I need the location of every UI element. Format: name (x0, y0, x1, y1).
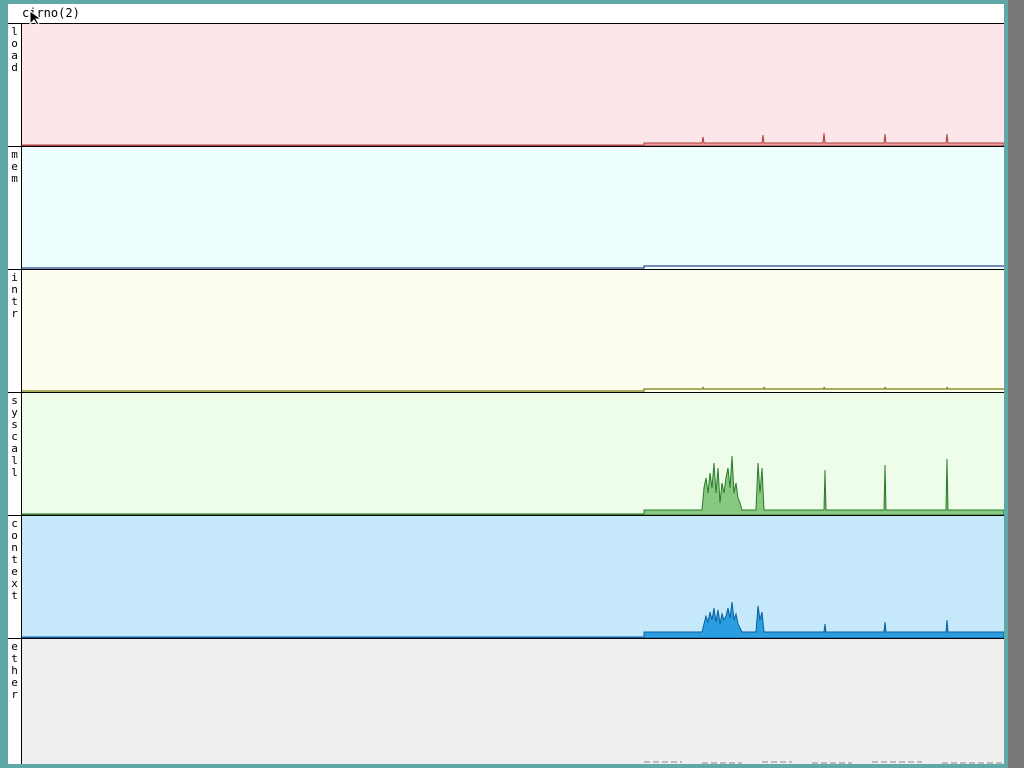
graph (21, 516, 1004, 638)
graph (21, 270, 1004, 392)
graph (21, 147, 1004, 269)
panel: context (8, 515, 1004, 638)
load-graph (22, 132, 1004, 146)
mouse-cursor (29, 10, 43, 26)
desktop-strip (1008, 0, 1024, 768)
context-graph (22, 601, 1004, 638)
panel-label: load (8, 25, 21, 73)
panel: load (8, 23, 1004, 146)
graph (21, 393, 1004, 515)
panel: mem (8, 146, 1004, 269)
mem-graph (22, 265, 1004, 269)
panel-label: ether (8, 640, 21, 700)
graph (21, 24, 1004, 146)
panel-label: context (8, 517, 21, 601)
intr-graph (22, 386, 1004, 392)
panel-label: syscall (8, 394, 21, 478)
panel: syscall (8, 392, 1004, 515)
panel: ether (8, 638, 1004, 764)
syscall-graph (22, 455, 1004, 515)
panel: intr (8, 269, 1004, 392)
panel-label: intr (8, 271, 21, 319)
stats-window: cirno(2) load mem intr syscall context e… (8, 4, 1004, 764)
graph (21, 639, 1004, 764)
panel-label: mem (8, 148, 21, 184)
ether-graph (644, 761, 1004, 764)
